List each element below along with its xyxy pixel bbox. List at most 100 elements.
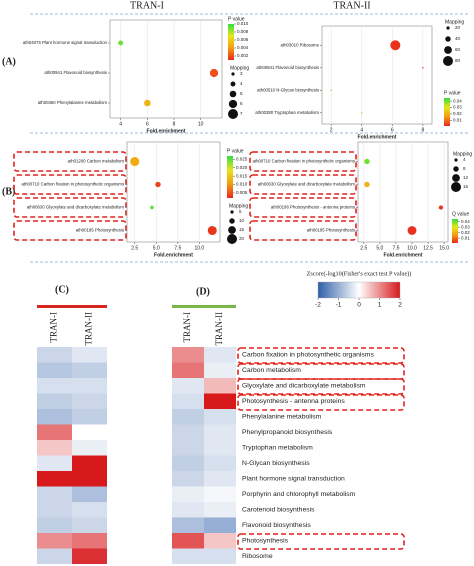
heat-cell [37, 409, 72, 425]
category-label: ath04075 Plant hormone signal transducti… [23, 40, 108, 45]
heat-cell [37, 517, 72, 533]
x-tick-label: 7.5 [392, 245, 399, 251]
colorbar-tick-label: 0.03 [461, 224, 470, 229]
x-tick-label: 8 [173, 121, 176, 127]
category-label: ath00195 Photosynthesis [76, 228, 124, 233]
colorbar [228, 24, 234, 60]
size-legend-key [453, 166, 459, 172]
heat-cell [172, 548, 204, 564]
category-label: ath00510 N-Glycan biosynthesis [257, 87, 319, 92]
column-bar [37, 305, 107, 308]
size-legend-label: 20 [455, 25, 461, 30]
heat-cell [204, 486, 236, 502]
colorbar-tick-label: 0.03 [453, 105, 462, 110]
category-label: ath00360 Phenylalanine metabolism [38, 100, 108, 105]
row-label: Photosynthesis [242, 538, 289, 545]
heat-cell [172, 455, 204, 471]
size-legend-label: 10 [239, 218, 245, 223]
colorbar-title: P value [444, 90, 461, 96]
heat-cell [72, 548, 107, 564]
colorbar-tick-label: 0.008 [237, 29, 249, 34]
colorbar-tick-label: 0.002 [237, 53, 249, 58]
bubble [390, 40, 401, 51]
heat-cell [37, 548, 72, 564]
size-legend-title: Mapping [445, 19, 464, 25]
row-label: Porphyrin and chlorophyll metabolism [242, 491, 356, 498]
size-legend-key [229, 218, 235, 224]
plot-area [321, 25, 433, 125]
size-legend-label: 60 [455, 47, 461, 52]
heat-cell [172, 393, 204, 409]
heat-cell [172, 533, 204, 549]
heat-cell [72, 424, 107, 440]
size-legend-key [445, 36, 451, 42]
colorbar-tick-label: -2 [315, 302, 321, 309]
heat-cell [204, 424, 236, 440]
panel-label: (D) [196, 286, 210, 297]
size-legend-label: 15 [239, 227, 245, 232]
size-legend-label: 20 [239, 236, 245, 241]
x-tick-label: 2.5 [360, 245, 367, 251]
row-label: Glyoxylate and dicarboxylate metabolism [242, 383, 366, 390]
size-legend-label: 12 [463, 175, 469, 180]
category-label: ath00196 Photosynthesis - antenna protei… [271, 205, 355, 210]
heat-cell [37, 424, 72, 440]
category-label: ath00941 Flavonoid biosynthesis [256, 65, 319, 70]
size-legend-label: 3 [240, 71, 243, 76]
row-label: Photosynthesis - antenna proteins [242, 398, 345, 405]
size-legend-label: 6 [240, 101, 243, 106]
size-legend-title: Mapping [453, 151, 472, 157]
colorbar-tick-label: 0.006 [237, 37, 249, 42]
size-legend-key [443, 56, 453, 66]
heat-cell [37, 347, 72, 363]
size-legend-label: 7 [240, 111, 243, 116]
colorbar-tick-label: 0.025 [236, 157, 248, 162]
colorbar-tick-label: 0.005 [236, 190, 248, 195]
heat-cell [172, 486, 204, 502]
size-legend-label: 4 [463, 157, 466, 162]
size-legend-label: 80 [455, 58, 461, 63]
x-axis-title: Fold.enrichment [154, 252, 193, 258]
heat-cell [72, 347, 107, 363]
colorbar-tick-label: 0.02 [461, 230, 470, 235]
x-tick-label: 4 [360, 127, 363, 133]
heat-cell [204, 378, 236, 394]
category-label: ath00630 Glyoxylate and dicarboxylate me… [258, 182, 356, 187]
colorbar-title: P value [227, 148, 244, 154]
heat-cell [72, 471, 107, 487]
heat-cell [72, 378, 107, 394]
row-label: Carotenoid biosynthesis [242, 507, 315, 514]
heat-cell [37, 486, 72, 502]
size-legend-key [444, 46, 452, 54]
bubble [155, 181, 161, 188]
heat-cell [172, 471, 204, 487]
row-label: Phenylalanine metabolism [242, 414, 322, 421]
category-label: ath01200 Carbon metabolism [68, 159, 125, 164]
heat-cell [204, 471, 236, 487]
x-tick-label: 12.5 [423, 245, 433, 251]
panel-label: (C) [55, 284, 69, 295]
size-legend-key [228, 99, 238, 109]
heat-cell [204, 347, 236, 363]
colorbar-tick-label: -1 [336, 302, 342, 309]
heat-cell [204, 455, 236, 471]
bubble [330, 89, 332, 91]
heat-cell [72, 393, 107, 409]
colorbar-tick-label: 0.02 [453, 111, 462, 116]
column-label: TRAN-II [84, 312, 94, 346]
heat-cell [172, 362, 204, 378]
colorbar-tick-label: 0.010 [236, 182, 248, 187]
size-legend-key [446, 26, 450, 30]
heat-cell [204, 393, 236, 409]
heat-cell [72, 440, 107, 456]
size-legend-key [229, 90, 237, 98]
heat-cell [204, 533, 236, 549]
x-tick-label: 8 [421, 127, 424, 133]
column-label: TRAN-I [49, 312, 59, 343]
plot-area [357, 141, 449, 243]
colorbar-tick-label: 0.01 [461, 235, 470, 240]
heat-cell [172, 378, 204, 394]
row-label: Carbon fixation in photosynthetic organi… [242, 352, 374, 359]
column-label: TRAN-II [214, 312, 224, 346]
heat-cell [37, 393, 72, 409]
